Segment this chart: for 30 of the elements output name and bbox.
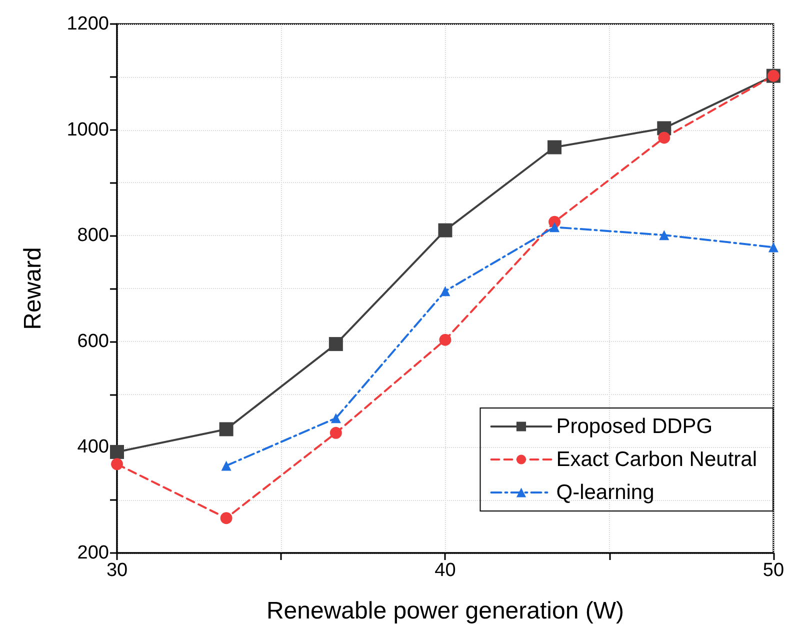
y-axis-title: Reward: [20, 247, 46, 330]
x-tick-label: 40: [434, 560, 456, 581]
y-tick-label: 600: [77, 330, 109, 352]
y-tick-label: 1200: [66, 14, 109, 34]
point: [330, 426, 342, 439]
y-tick-label: 1000: [66, 119, 109, 140]
point: [440, 286, 450, 296]
point: [439, 334, 452, 346]
point: [219, 422, 234, 436]
point: [111, 458, 123, 470]
point: [659, 230, 670, 240]
point: [550, 222, 560, 232]
point: [438, 223, 452, 238]
point: [328, 337, 343, 352]
legend-label: Q-learning: [556, 481, 654, 504]
y-tick-label: 400: [77, 436, 109, 458]
point: [220, 512, 232, 524]
x-tick-label: 50: [762, 560, 784, 581]
x-axis-title: Renewable power generation (W): [266, 598, 624, 624]
legend-label: Exact Carbon Neutral: [556, 448, 758, 471]
x-tick-label: 30: [106, 560, 128, 581]
point: [548, 140, 562, 154]
point: [768, 242, 778, 252]
point: [658, 132, 670, 144]
y-tick-label: 200: [77, 542, 109, 564]
point: [330, 413, 341, 424]
y-tick-label: 800: [77, 225, 109, 246]
point: [221, 460, 232, 471]
legend-label: Proposed DDPG: [556, 415, 713, 438]
point: [110, 444, 124, 459]
